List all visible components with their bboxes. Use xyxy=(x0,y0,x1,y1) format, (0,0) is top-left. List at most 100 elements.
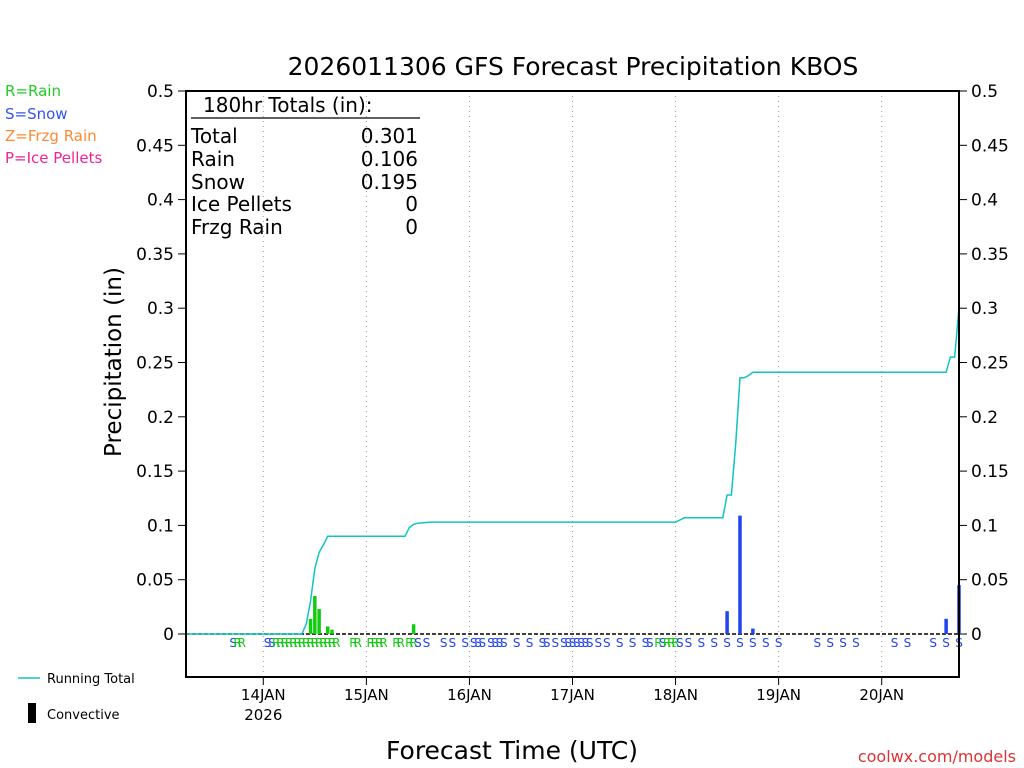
precip-bar-rain xyxy=(317,609,321,634)
y-tick-label-right: 0.35 xyxy=(971,245,1009,265)
y-tick-label-right: 0.05 xyxy=(971,571,1009,591)
ptype-marker-snow: S xyxy=(642,636,650,650)
x-gridlines xyxy=(262,91,883,677)
x-axis-ticks: 14JAN 2026 15JAN 16JAN 17JAN 18JAN 19JAN 20JAN xyxy=(241,677,904,724)
ptype-legend: R=Rain S=Snow Z=Frzg Rain P=Ice Pellets xyxy=(5,82,102,167)
ptype-marker-snow: S xyxy=(573,636,581,650)
precip-bar-rain xyxy=(313,595,317,634)
ptype-marker-rain: R xyxy=(289,636,297,650)
ptype-marker-snow: S xyxy=(594,636,602,650)
x-tick-label: 17JAN xyxy=(550,686,595,704)
ptype-marker-snow: S xyxy=(775,636,783,650)
ptype-marker-rain: R xyxy=(272,636,280,650)
precip-bar-snow xyxy=(738,515,742,634)
ptype-marker-snow: S xyxy=(891,636,899,650)
x-tick-label: 20JAN xyxy=(859,686,904,704)
y-axis-label: Precipitation (in) xyxy=(101,267,127,457)
precip-bar-snow xyxy=(944,618,948,634)
ptype-marker-rain: R xyxy=(302,636,310,650)
ptype-marker-snow: S xyxy=(552,636,560,650)
ptype-marker-rain: R xyxy=(409,636,417,650)
y-tick-label-right: 0.4 xyxy=(971,191,998,211)
x-axis-label: Forecast Time (UTC) xyxy=(386,736,638,765)
totals-box: 180hr Totals (in): Total 0.301 Rain 0.10… xyxy=(190,93,420,239)
ptype-marker-rain: R xyxy=(293,636,301,650)
precip-bar-snow xyxy=(725,611,729,634)
ptype-marker-rain: R xyxy=(315,636,323,650)
y-tick-label-left: 0.45 xyxy=(136,136,174,156)
ptype-marker-rain: R xyxy=(671,636,679,650)
y-tick-label-left: 0 xyxy=(163,625,174,645)
ptype-marker-rain: R xyxy=(405,636,413,650)
ptype-legend-snow: S=Snow xyxy=(5,105,68,123)
ptype-marker-snow: S xyxy=(560,636,568,650)
ptype-marker-snow: S xyxy=(736,636,744,650)
ptype-marker-rain: R xyxy=(375,636,383,650)
ptype-marker-rain: R xyxy=(349,636,357,650)
ptype-marker-snow: S xyxy=(491,636,499,650)
ptype-marker-snow: S xyxy=(723,636,731,650)
precip-bar-snow xyxy=(751,628,755,634)
ptype-marker-snow: S xyxy=(229,636,237,650)
ptype-marker-snow: S xyxy=(513,636,521,650)
legend-convective-swatch xyxy=(28,703,36,723)
y-tick-label-left: 0.35 xyxy=(136,245,174,265)
ptype-marker-rain: R xyxy=(654,636,662,650)
y-tick-label-right: 0.45 xyxy=(971,136,1009,156)
y-tick-label-left: 0.3 xyxy=(147,299,174,319)
ptype-marker-snow: S xyxy=(762,636,770,650)
totals-label-rain: Rain xyxy=(191,147,235,171)
totals-label-frzg-rain: Frzg Rain xyxy=(191,215,283,239)
y-tick-label-left: 0.4 xyxy=(147,191,174,211)
ptype-marker-snow: S xyxy=(852,636,860,650)
y-tick-label-left: 0.25 xyxy=(136,354,174,374)
ptype-marker-rain: R xyxy=(354,636,362,650)
ptype-marker-snow: S xyxy=(496,636,504,650)
ptype-marker-rain: R xyxy=(238,636,246,650)
y-tick-label-left: 0.05 xyxy=(136,571,174,591)
ptype-marker-snow: S xyxy=(474,636,482,650)
legend-convective-label: Convective xyxy=(47,708,120,723)
ptype-marker-rain: R xyxy=(392,636,400,650)
ptype-marker-rain: R xyxy=(328,636,336,650)
x-tick-label: 18JAN xyxy=(653,686,698,704)
ptype-marker-snow: S xyxy=(826,636,834,650)
ptype-marker-rain: R xyxy=(311,636,319,650)
ptype-marker-rain: R xyxy=(663,636,671,650)
legend-running-total-label: Running Total xyxy=(47,672,135,687)
ptype-marker-snow: S xyxy=(749,636,757,650)
ptype-marker-snow: S xyxy=(539,636,547,650)
ptype-marker-snow: S xyxy=(839,636,847,650)
ptype-marker-snow: S xyxy=(461,636,469,650)
ptype-marker-snow: S xyxy=(929,636,937,650)
ptype-marker-rain: R xyxy=(281,636,289,650)
totals-value-ice-pellets: 0 xyxy=(405,192,418,216)
precip-bar-rain xyxy=(325,626,330,634)
ptype-marker-rain: R xyxy=(319,636,327,650)
x-tick-label: 19JAN xyxy=(756,686,801,704)
ptype-marker-snow: S xyxy=(603,636,611,650)
bottom-legend: Running Total Convective xyxy=(18,672,135,723)
y-tick-label-right: 0.5 xyxy=(971,82,998,102)
ptype-marker-snow: S xyxy=(414,636,422,650)
totals-label-ice-pellets: Ice Pellets xyxy=(191,192,292,216)
ptype-marker-snow: S xyxy=(487,636,495,650)
totals-value-frzg-rain: 0 xyxy=(405,215,418,239)
totals-header: 180hr Totals (in): xyxy=(203,93,373,117)
ptype-marker-rain: R xyxy=(285,636,293,650)
precip-bar-rain xyxy=(330,629,334,634)
ptype-marker-snow: S xyxy=(676,636,684,650)
y-tick-label-left: 0.15 xyxy=(136,462,174,482)
running-total-line xyxy=(186,307,960,635)
ptype-marker-snow: S xyxy=(616,636,624,650)
ptype-marker-snow: S xyxy=(543,636,551,650)
ptype-marker-snow: S xyxy=(586,636,594,650)
x-tick-label: 14JAN xyxy=(241,686,286,704)
ptype-marker-rain: R xyxy=(324,636,332,650)
ptype-marker-snow: S xyxy=(500,636,508,650)
ptype-marker-rain: R xyxy=(397,636,405,650)
y-axis-ticks: 0 00.05 0.050.1 0.10.15 0.150.2 0.20.25 0.250.… xyxy=(136,82,1009,645)
ptype-marker-snow: S xyxy=(629,636,637,650)
ptype-marker-snow: S xyxy=(577,636,585,650)
